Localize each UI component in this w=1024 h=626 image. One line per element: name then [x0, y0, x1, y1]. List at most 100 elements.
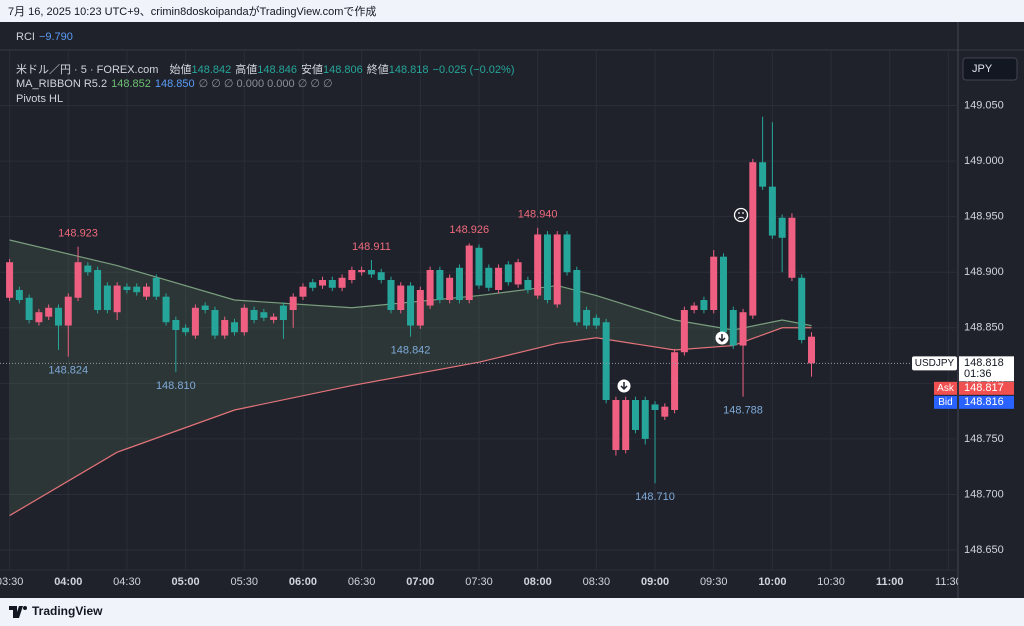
candle-body: [700, 300, 708, 310]
ohlc-label: 安値: [301, 64, 323, 76]
candle-body: [495, 267, 503, 290]
candle-body: [524, 280, 532, 290]
candle-body: [338, 277, 346, 288]
candle-body: [348, 270, 356, 280]
candle-body: [573, 270, 581, 323]
candle-body: [407, 285, 415, 326]
ma-rest: ∅ ∅ ∅ 0.000 0.000 ∅ ∅ ∅: [198, 78, 333, 90]
ask-label: Ask: [937, 383, 955, 394]
symbol: 米ドル／円 · 5 · FOREX.com: [16, 64, 159, 76]
candle-body: [436, 270, 444, 300]
candle-body: [221, 320, 229, 336]
candle-body: [671, 352, 679, 410]
candle-body: [778, 217, 786, 238]
candle-body: [719, 256, 727, 333]
candle-body: [739, 312, 747, 346]
candle-body: [631, 400, 639, 430]
candle-body: [162, 296, 170, 323]
candle-body: [54, 307, 62, 326]
symbol-tag-label: USDJPY: [915, 358, 955, 369]
x-tick-label: 06:30: [348, 576, 376, 588]
x-tick-label: 06:00: [289, 576, 317, 588]
candle-body: [749, 162, 757, 316]
candle-body: [182, 327, 190, 333]
candle-body: [426, 270, 434, 306]
y-tick-label: 149.000: [964, 155, 1004, 167]
bid-label: Bid: [938, 397, 952, 408]
change: −0.025 (−0.02%): [432, 64, 515, 76]
ask-value: 148.817: [964, 382, 1004, 394]
candle-body: [759, 162, 767, 187]
candle-body: [172, 320, 180, 330]
ohlc-value: 148.846: [257, 64, 297, 76]
ohlc-label: 終値: [366, 64, 389, 76]
candle-body: [602, 322, 610, 400]
candle-body: [113, 285, 121, 313]
x-tick-label: 09:00: [641, 576, 669, 588]
y-tick-label: 148.850: [964, 322, 1004, 334]
candle-body: [260, 312, 268, 318]
candle-body: [240, 307, 248, 333]
ask-label-tag: [934, 381, 957, 395]
candle-body: [798, 277, 806, 340]
candle-body: [328, 280, 336, 288]
ribbon-fill: [9, 240, 812, 516]
price-tag-value: 148.818: [964, 357, 1004, 369]
top-strip: [0, 0, 1024, 22]
currency-button[interactable]: [962, 57, 1018, 81]
y-tick-label: 148.650: [964, 544, 1004, 556]
candle-body: [84, 265, 92, 273]
candle-body: [6, 262, 14, 298]
candle-body: [279, 305, 287, 320]
y-tick-label: 148.700: [964, 488, 1004, 500]
x-tick-label: 04:30: [113, 576, 141, 588]
y-tick-label: 148.900: [964, 266, 1004, 278]
candle-body: [94, 270, 102, 310]
candle-body: [543, 234, 551, 300]
candle-body: [612, 400, 620, 450]
candle-body: [397, 285, 405, 310]
x-tick-label: 04:00: [54, 576, 82, 588]
candle-body: [123, 286, 131, 290]
pivot-label: 148.940: [518, 209, 558, 221]
ma-legend: MA_RIBBON R5.2 148.852 148.850 ∅ ∅ ∅ 0.000 …: [16, 77, 337, 90]
rci-legend: RCI −9.790: [16, 31, 77, 43]
candle-body: [446, 277, 454, 300]
price-tag: [959, 356, 1014, 382]
y-tick-label: 148.750: [964, 433, 1004, 445]
ma-value: 148.852: [111, 78, 151, 90]
price-tag-countdown: 01:36: [964, 368, 992, 380]
candle-body: [729, 310, 737, 346]
candle-body: [465, 245, 473, 300]
ma-label: MA_RIBBON R5.2: [16, 78, 108, 90]
candle-body: [485, 267, 493, 288]
x-tick-label: 03:30: [0, 576, 23, 588]
x-tick-label: 07:30: [465, 576, 493, 588]
signal-arrow: [617, 379, 631, 393]
candle-body: [788, 217, 796, 278]
candle-body: [553, 234, 561, 305]
ohlc-value: 148.842: [191, 64, 232, 76]
candle-body: [583, 310, 591, 326]
brand-logo: [9, 606, 27, 618]
candle-body: [25, 297, 33, 320]
candle-body: [622, 400, 630, 450]
candle-body: [299, 286, 307, 297]
pivot-label: 148.788: [723, 405, 763, 417]
ask-value-tag: [959, 381, 1014, 395]
chart-background: [0, 22, 1024, 598]
candle-body: [309, 282, 317, 288]
x-tick-label: 10:00: [758, 576, 786, 588]
candle-body: [211, 310, 219, 336]
ohlc-value: 148.818: [388, 64, 429, 76]
candle-body: [592, 317, 600, 326]
bid-value-tag: [959, 395, 1014, 409]
candle-body: [651, 404, 659, 410]
pivot-label: 148.824: [48, 365, 88, 377]
x-tick-label: 10:30: [817, 576, 845, 588]
pivots-legend: Pivots HL: [16, 93, 67, 105]
x-tick-label: 07:00: [406, 576, 434, 588]
signal-arrow: [715, 331, 729, 345]
candle-body: [250, 310, 258, 320]
